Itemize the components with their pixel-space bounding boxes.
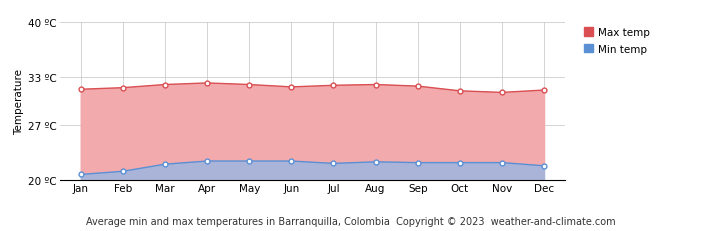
Text: Average min and max temperatures in Barranquilla, Colombia  Copyright © 2023  we: Average min and max temperatures in Barr… [86, 216, 616, 226]
Legend: Max temp, Min temp: Max temp, Min temp [581, 25, 653, 58]
Y-axis label: Temperature: Temperature [14, 69, 24, 134]
